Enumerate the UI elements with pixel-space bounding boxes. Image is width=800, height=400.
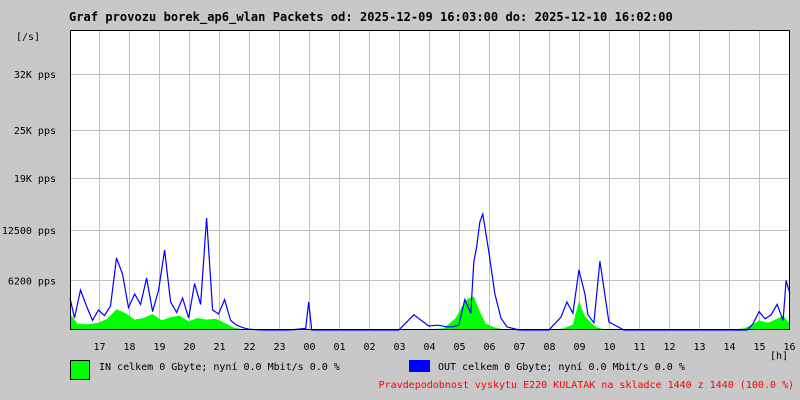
x-tick-label: 20 bbox=[183, 342, 195, 353]
x-tick-label: 22 bbox=[243, 342, 255, 353]
x-tick-label: 09 bbox=[573, 342, 585, 353]
x-tick-label: 15 bbox=[753, 342, 765, 353]
y-tick-label: 32K pps bbox=[14, 70, 56, 81]
plot-border bbox=[70, 30, 790, 330]
x-tick-label: 00 bbox=[303, 342, 315, 353]
x-tick-label: 01 bbox=[333, 342, 345, 353]
y-tick-label: 12500 pps bbox=[2, 226, 56, 237]
x-tick-label: 21 bbox=[213, 342, 225, 353]
legend-out-swatch bbox=[409, 360, 430, 372]
x-tick-label: 13 bbox=[693, 342, 705, 353]
x-tick-label: 05 bbox=[453, 342, 465, 353]
x-tick-label: 12 bbox=[663, 342, 675, 353]
y-axis-label: [/s] bbox=[16, 32, 40, 43]
x-tick-label: 08 bbox=[543, 342, 555, 353]
x-tick-label: 18 bbox=[123, 342, 135, 353]
footer-note: Pravdepodobnost vyskytu E220 KULATAK na … bbox=[378, 380, 794, 391]
x-tick-label: 07 bbox=[513, 342, 525, 353]
x-tick-label: 03 bbox=[393, 342, 405, 353]
x-tick-label: 14 bbox=[723, 342, 735, 353]
x-tick-label: 17 bbox=[93, 342, 105, 353]
x-tick-label: 04 bbox=[423, 342, 435, 353]
x-tick-label: 19 bbox=[153, 342, 165, 353]
legend-in-swatch bbox=[70, 360, 90, 380]
legend-in-text: IN celkem 0 Gbyte; nyní 0.0 Mbit/s 0.0 % bbox=[99, 362, 340, 373]
x-tick-label: 10 bbox=[603, 342, 615, 353]
chart-title: Graf provozu borek_ap6_wlan Packets od: … bbox=[69, 10, 673, 24]
y-tick-label: 25K pps bbox=[14, 126, 56, 137]
x-tick-label: 11 bbox=[633, 342, 645, 353]
x-tick-label: 06 bbox=[483, 342, 495, 353]
x-axis-label: [h] bbox=[770, 351, 788, 362]
x-tick-label: 16 bbox=[783, 342, 795, 353]
legend-out-text: OUT celkem 0 Gbyte; nyní 0.0 Mbit/s 0.0 … bbox=[438, 362, 685, 373]
x-tick-label: 02 bbox=[363, 342, 375, 353]
y-tick-label: 6200 pps bbox=[8, 276, 56, 287]
y-tick-label: 19K pps bbox=[14, 174, 56, 185]
x-tick-label: 23 bbox=[273, 342, 285, 353]
series-in-area bbox=[70, 296, 790, 330]
